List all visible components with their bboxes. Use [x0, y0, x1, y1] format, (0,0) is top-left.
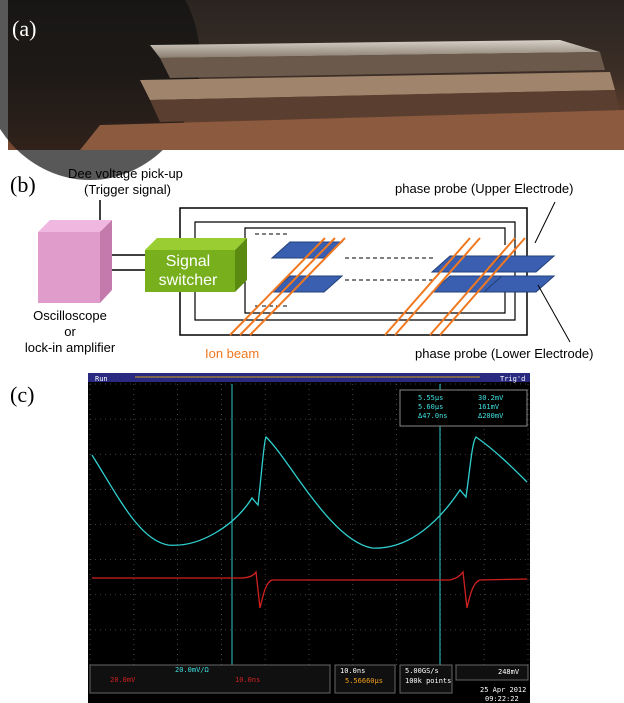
readout-value: 5.55µs: [418, 394, 443, 402]
leader: [538, 285, 570, 342]
panel-label: (c): [10, 382, 34, 407]
probe-label: phase probe (Lower Electrode): [415, 346, 594, 361]
electrode: [272, 276, 342, 292]
probe-label: phase probe (Upper Electrode): [395, 181, 574, 196]
readout-value: Δ200mV: [478, 412, 504, 420]
switcher-label: Signal: [166, 253, 210, 270]
scope-box: [38, 232, 100, 303]
scope-label: lock-in amplifier: [25, 340, 116, 355]
switcher-label: switcher: [159, 272, 218, 289]
ch2-scale: 20.0mV/Ω: [175, 666, 209, 674]
scope-box-side: [100, 220, 112, 303]
status-run: Run: [95, 375, 108, 383]
trigger-label: Dee voltage pick-up: [68, 166, 183, 181]
ion-beam-label: Ion beam: [205, 346, 259, 361]
scope-label: or: [64, 324, 76, 339]
photo: (a): [0, 0, 624, 180]
readout-value: 30.2mV: [478, 394, 504, 402]
panel-label: (b): [10, 172, 36, 197]
panel-label: (a): [12, 16, 36, 41]
readout-value: 5.60µs: [418, 403, 443, 411]
date: 25 Apr 2012: [480, 686, 526, 694]
trigger-label: (Trigger signal): [84, 182, 171, 197]
leader: [535, 202, 555, 243]
readout-value: 161mV: [478, 403, 500, 411]
time-scale: 10.0ns: [340, 667, 365, 675]
scope-box-top: [38, 220, 112, 232]
diagram: (b) Dee voltage pick-up (Trigger signal)…: [10, 166, 594, 361]
switcher-top: [145, 238, 247, 250]
scope-label: Oscilloscope: [33, 308, 107, 323]
math-scale: 20.0mV: [110, 676, 136, 684]
math-time: 10.0ns: [235, 676, 260, 684]
record-length: 100k points: [405, 677, 451, 685]
clock: 09:22:22: [485, 695, 519, 703]
readout-value: Δ47.0ns: [418, 412, 448, 420]
trigger-level: 248mV: [498, 668, 520, 676]
time-pos: 5.56660µs: [345, 677, 383, 685]
figure: (a) (b) Dee voltage pick-up (Trigger sig…: [0, 0, 624, 703]
status-trig: Trig'd: [500, 375, 525, 383]
sample-rate: 5.00GS/s: [405, 667, 439, 675]
oscilloscope-screen: (c) Run Trig'd 5.55µs 30.2mV 5.60µs 161mV Δ4…: [10, 373, 530, 703]
